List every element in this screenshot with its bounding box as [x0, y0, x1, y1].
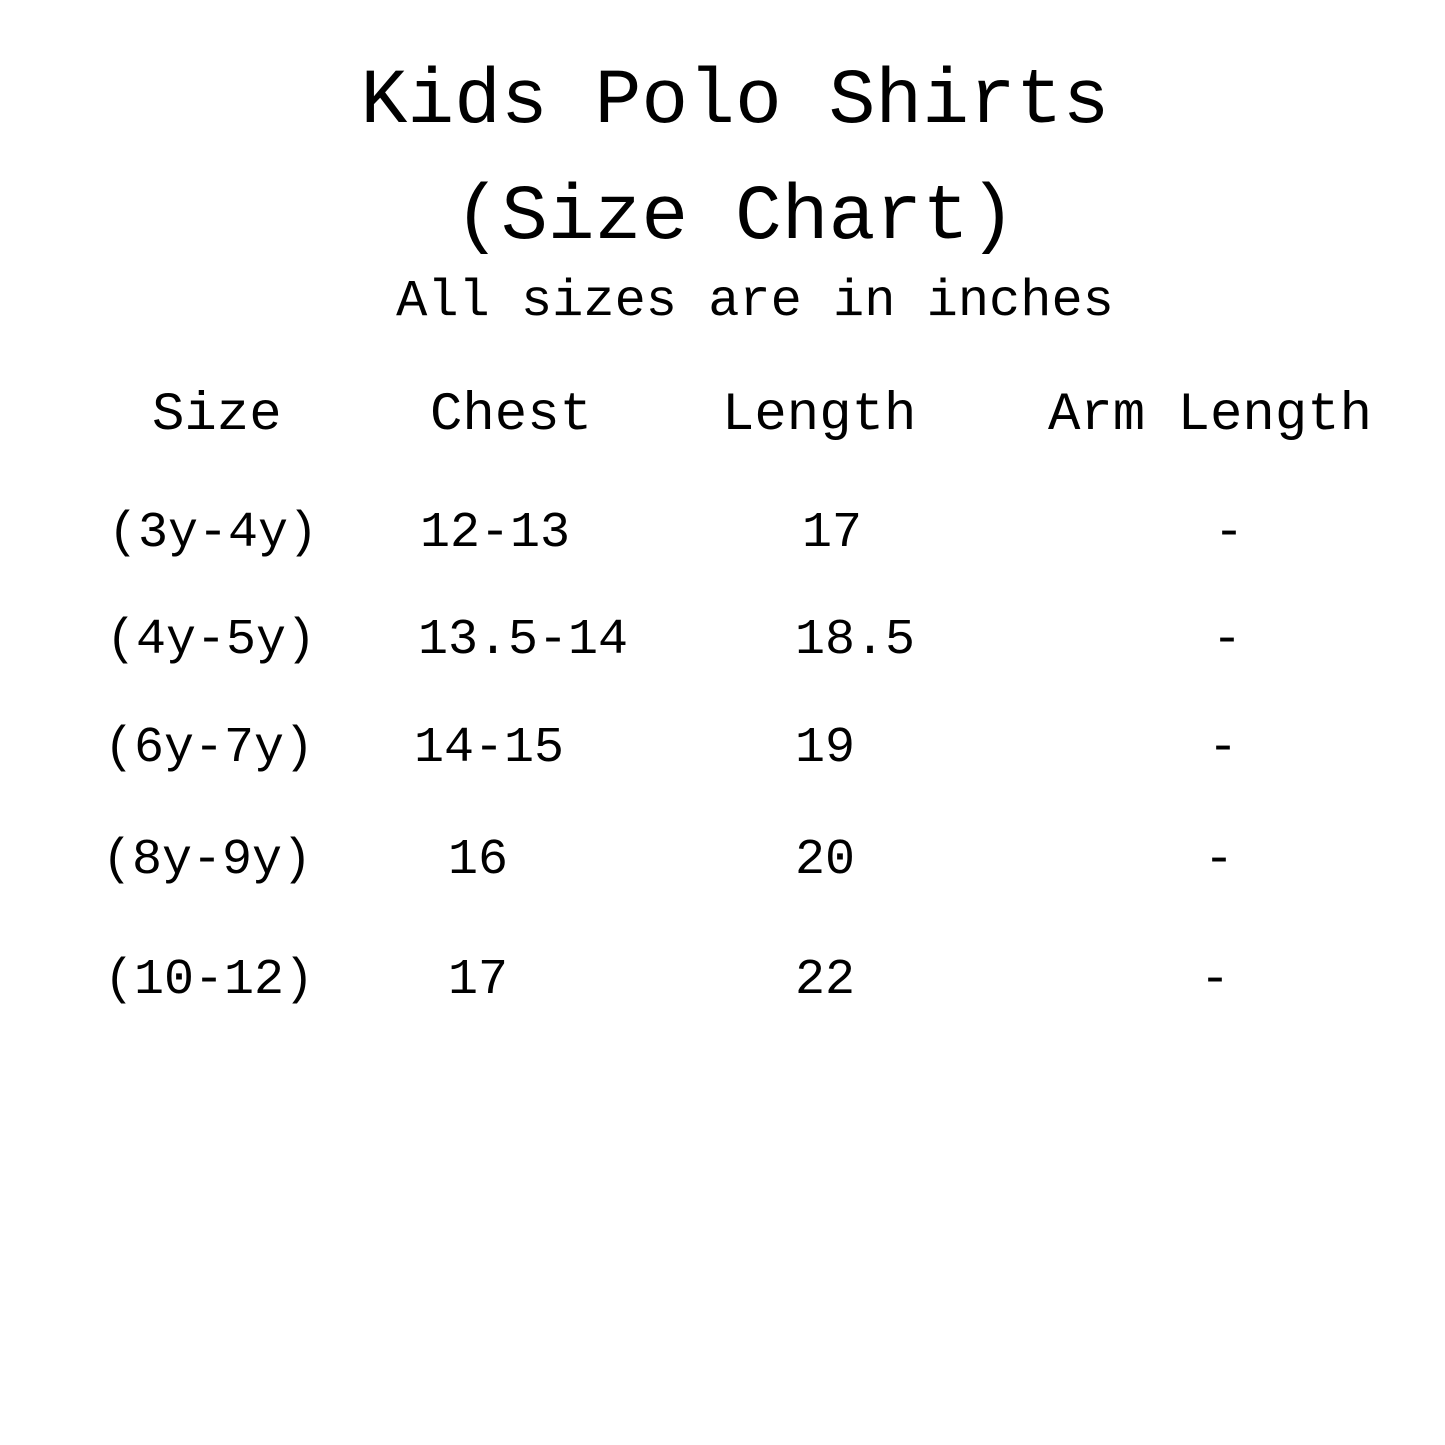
title-line-2: (Size Chart): [454, 174, 1016, 262]
cell-chest: 17: [448, 952, 509, 1009]
header-size: Size: [152, 385, 282, 446]
cell-chest: 14-15: [414, 720, 565, 777]
cell-size: (4y-5y): [106, 612, 317, 669]
cell-length: 20: [795, 832, 856, 889]
header-chest: Chest: [430, 385, 593, 446]
cell-length: 19: [795, 720, 856, 777]
cell-length: 22: [795, 952, 856, 1009]
cell-chest: 12-13: [420, 505, 571, 562]
title-line-1: Kids Polo Shirts: [360, 58, 1110, 146]
cell-arm-length: -: [1204, 832, 1235, 889]
cell-length: 18.5: [795, 612, 916, 669]
header-length: Length: [722, 385, 917, 446]
cell-chest: 13.5-14: [418, 612, 629, 669]
header-arm-length: Arm Length: [1048, 385, 1373, 446]
cell-size: (10-12): [104, 952, 315, 1009]
cell-size: (6y-7y): [104, 720, 315, 777]
cell-arm-length: -: [1208, 720, 1239, 777]
cell-arm-length: -: [1214, 505, 1245, 562]
cell-size: (8y-9y): [102, 832, 313, 889]
cell-chest: 16: [448, 832, 509, 889]
cell-length: 17: [802, 505, 863, 562]
cell-arm-length: -: [1200, 952, 1231, 1009]
subtitle: All sizes are in inches: [396, 272, 1114, 331]
cell-arm-length: -: [1212, 612, 1243, 669]
cell-size: (3y-4y): [108, 505, 319, 562]
